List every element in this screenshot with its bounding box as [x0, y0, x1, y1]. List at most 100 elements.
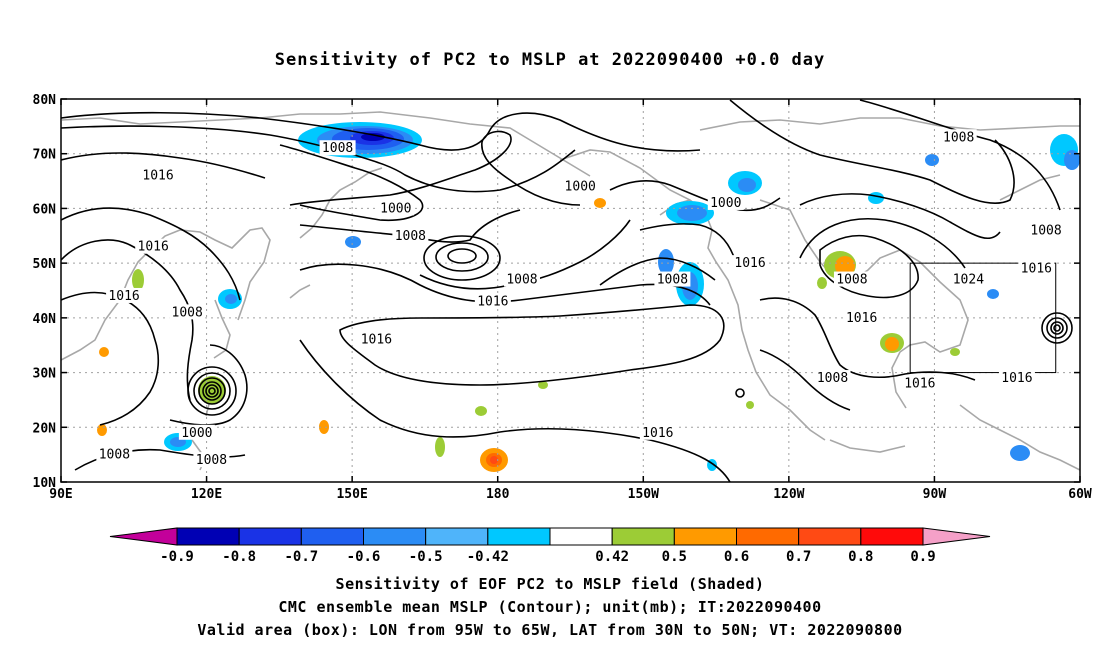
- caption-shaded-description: Sensitivity of EOF PC2 to MSLP field (Sh…: [335, 575, 765, 593]
- colorbar-low-triangle: [109, 527, 178, 546]
- contour-label: 1008: [943, 130, 974, 145]
- colorbar-segment: [238, 527, 302, 546]
- x-tick-label: 60W: [1068, 487, 1092, 502]
- contour-label-bg: [1018, 260, 1055, 276]
- colorbar-label: 0.6: [724, 549, 749, 565]
- x-tick-label: 120E: [191, 487, 222, 502]
- x-tick-label: 120W: [773, 487, 804, 502]
- y-tick-label: 10N: [33, 476, 57, 491]
- colorbar-segment: [673, 527, 737, 546]
- colorbar-segment: [487, 527, 551, 546]
- contour-label: 1016: [108, 289, 139, 304]
- contour-label: 1000: [380, 201, 411, 216]
- x-tick-label: 180: [486, 487, 510, 502]
- colorbar-segment: [425, 527, 489, 546]
- contour-label-bg: [106, 287, 143, 303]
- colorbar-segment: [736, 527, 800, 546]
- contour-label: 1008: [817, 371, 848, 386]
- x-tick-label: 90W: [923, 487, 947, 502]
- contour-label: 1008: [99, 448, 130, 463]
- colorbar-segment: [549, 527, 613, 546]
- colorbar: -0.9 -0.8 -0.7 -0.6 -0.5 -0.42 0.42 0.5 0.6 0.7 0.…: [109, 527, 991, 565]
- y-tick-label: 80N: [33, 93, 57, 108]
- colorbar-label: -0.5: [409, 549, 443, 565]
- contour-label: 1008: [196, 453, 227, 468]
- contour-labels: 1008 1016 1000 1008 1016 1016 1008 1016 1000 1008…: [96, 129, 1065, 468]
- contour-label-bg: [654, 271, 691, 287]
- contour-label: 1016: [138, 240, 169, 255]
- contour-label: 1016: [477, 294, 508, 309]
- colorbar-label: 0.5: [662, 549, 687, 565]
- valid-area-box: [909, 262, 1057, 374]
- colorbar-label: 0.8: [848, 549, 873, 565]
- colorbar-label: -0.6: [347, 549, 381, 565]
- colorbar-label: -0.42: [467, 549, 509, 565]
- contour-label: 1016: [734, 256, 765, 271]
- y-tick-label: 50N: [33, 257, 57, 272]
- y-tick-label: 20N: [33, 421, 57, 436]
- contour-label-bg: [1028, 222, 1065, 238]
- contour-label: 1000: [181, 426, 212, 441]
- contour-label-bg: [814, 370, 851, 386]
- x-tick-label: 150E: [336, 487, 367, 502]
- x-tick-label: 90E: [49, 487, 72, 502]
- caption-contour-description: CMC ensemble mean MSLP (Contour); unit(m…: [278, 598, 822, 616]
- contour-label-bg: [377, 200, 414, 216]
- colorbar-label: 0.9: [910, 549, 935, 565]
- contour-label-bg: [707, 194, 744, 210]
- colorbar-label: -0.8: [222, 549, 256, 565]
- contour-label: 1016: [904, 377, 935, 392]
- contour-label-bg: [940, 129, 977, 145]
- colorbar-segment: [176, 527, 240, 546]
- contour-label-bg: [140, 167, 177, 183]
- contour-label-bg: [96, 446, 133, 462]
- contour-label-bg: [474, 293, 511, 309]
- colorbar-segment: [611, 527, 675, 546]
- contour-label: 1008: [506, 273, 537, 288]
- colorbar-segment: [363, 527, 427, 546]
- x-tick-label: 150W: [628, 487, 659, 502]
- map-title: Sensitivity of PC2 to MSLP at 2022090400…: [274, 50, 826, 70]
- y-tick-label: 30N: [33, 367, 57, 382]
- contour-label: 1000: [565, 180, 596, 195]
- contour-label: 1000: [710, 196, 741, 211]
- contour-label-bg: [358, 331, 395, 347]
- axes: 90E 120E 150E 180 150W 120W 90W 60W 10N 20N 30N 40N…: [33, 93, 1092, 502]
- contour-label: 1008: [1030, 223, 1061, 238]
- colorbar-segment: [860, 527, 924, 546]
- plot-frame: [60, 98, 1081, 483]
- contour-label: 1016: [846, 311, 877, 326]
- y-tick-label: 60N: [33, 202, 57, 217]
- y-tick-label: 70N: [33, 148, 57, 163]
- contour-label-bg: [169, 304, 206, 320]
- colorbar-segment: [798, 527, 862, 546]
- contour-label-bg: [998, 370, 1035, 386]
- colorbar-label: -0.9: [160, 549, 194, 565]
- contour-label-bg: [639, 424, 676, 440]
- contour-label: 1008: [657, 273, 688, 288]
- contour-label-bg: [833, 271, 870, 287]
- contour-label: 1008: [322, 141, 353, 156]
- contour-label: 1016: [1001, 371, 1032, 386]
- contour-label-bg: [562, 178, 599, 194]
- contour-label: 1016: [642, 426, 673, 441]
- contour-label-bg: [732, 255, 769, 271]
- map-canvas: 1008 1016 1000 1008 1016 1016 1008 1016 1000 1008…: [33, 93, 1092, 565]
- contour-label-bg: [901, 375, 938, 391]
- contour-label: 1016: [1021, 262, 1052, 277]
- contour-label-bg: [178, 424, 215, 440]
- contour-label-bg: [503, 271, 540, 287]
- contour-label-bg: [843, 309, 880, 325]
- contour-label-bg: [950, 271, 987, 287]
- grid-lines: [61, 99, 1080, 482]
- colorbar-label: -0.7: [284, 549, 318, 565]
- colorbar-high-triangle: [922, 527, 991, 546]
- caption-valid-area: Valid area (box): LON from 95W to 65W, L…: [197, 621, 903, 639]
- contour-label: 1024: [953, 273, 984, 288]
- contour-label-bg: [135, 238, 172, 254]
- contour-label: 1008: [172, 305, 203, 320]
- contour-label-bg: [319, 140, 356, 156]
- colorbar-label: 0.42: [595, 549, 629, 565]
- contour-label: 1008: [836, 273, 867, 288]
- colorbar-segment: [300, 527, 365, 546]
